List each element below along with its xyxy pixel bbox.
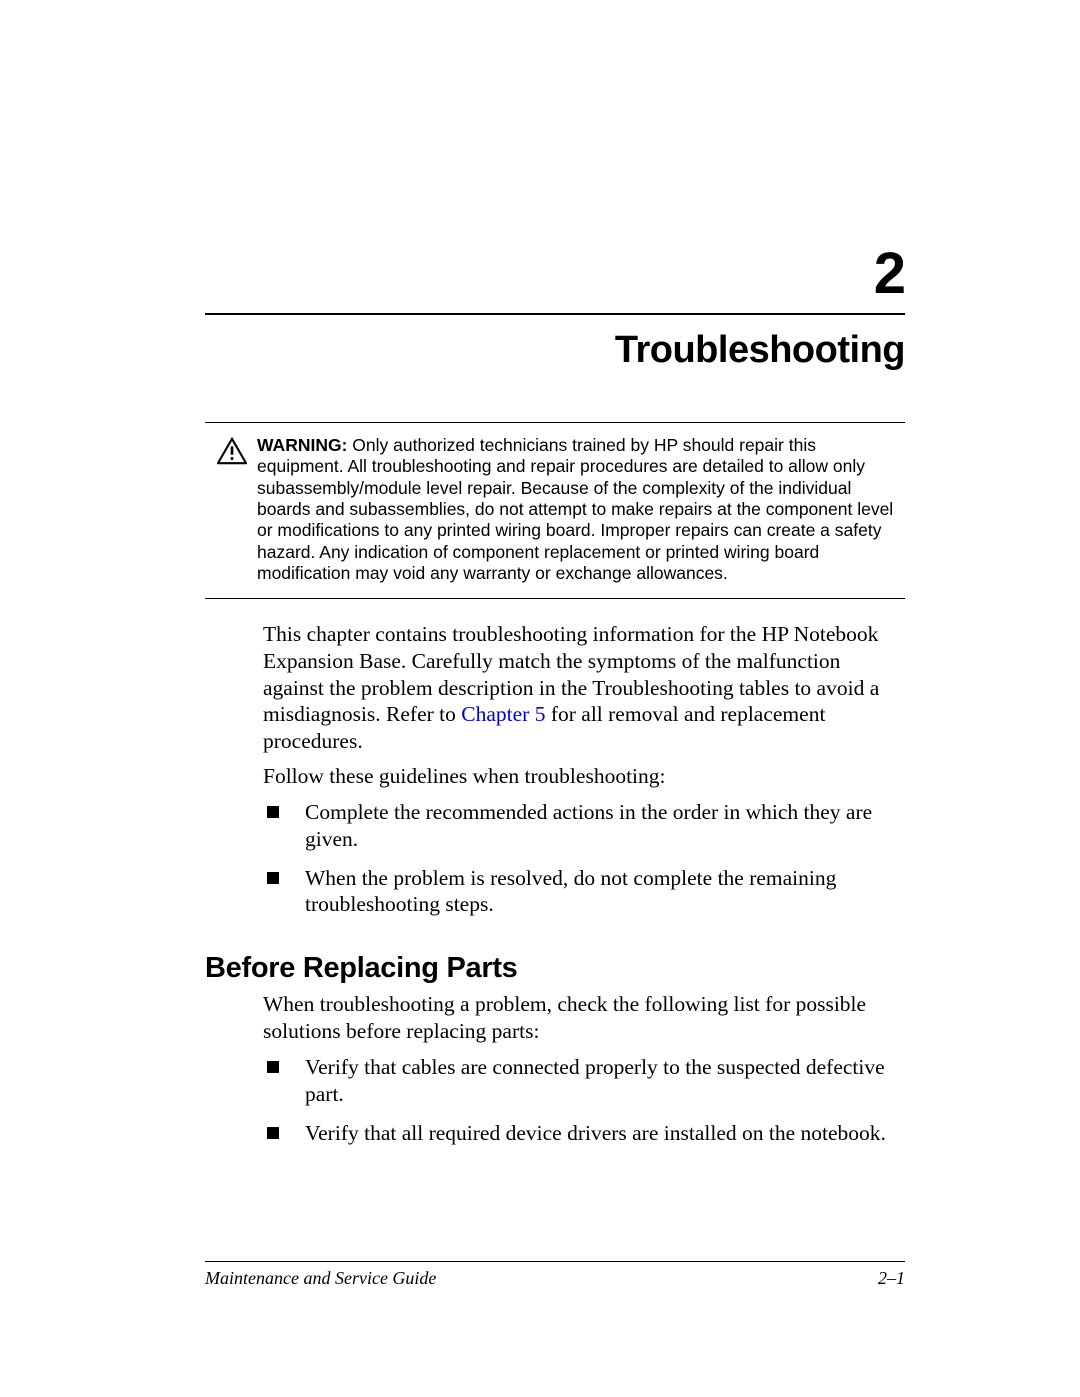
intro-paragraph-2: Follow these guidelines when troubleshoo… [263,763,905,790]
warning-body: Only authorized technicians trained by H… [257,435,893,583]
warning-callout: WARNING: Only authorized technicians tra… [217,423,905,598]
warning-text: WARNING: Only authorized technicians tra… [257,435,905,584]
footer-right: 2–1 [878,1268,905,1289]
list-item: Verify that all required device drivers … [263,1120,905,1147]
section-intro: When troubleshooting a problem, check th… [263,991,905,1044]
chapter-number: 2 [205,240,905,307]
warning-icon [217,437,247,465]
chapter-title: Troubleshooting [205,329,905,372]
guidelines-list: Complete the recommended actions in the … [263,799,905,918]
intro-paragraph-1: This chapter contains troubleshooting in… [263,621,905,754]
document-page: 2 Troubleshooting WARNING: Only authoriz… [0,0,1080,1397]
list-item: Complete the recommended actions in the … [263,799,905,852]
footer-rule [205,1261,905,1262]
chapter-rule [205,313,905,315]
list-item: Verify that cables are connected properl… [263,1054,905,1107]
chapter-5-link[interactable]: Chapter 5 [461,702,545,726]
list-item: When the problem is resolved, do not com… [263,865,905,918]
section-list: Verify that cables are connected properl… [263,1054,905,1146]
page-footer: Maintenance and Service Guide 2–1 [205,1261,905,1289]
footer-left: Maintenance and Service Guide [205,1268,436,1289]
warning-bottom-rule [205,598,905,599]
section-heading: Before Replacing Parts [205,952,905,985]
warning-label: WARNING: [257,435,347,455]
